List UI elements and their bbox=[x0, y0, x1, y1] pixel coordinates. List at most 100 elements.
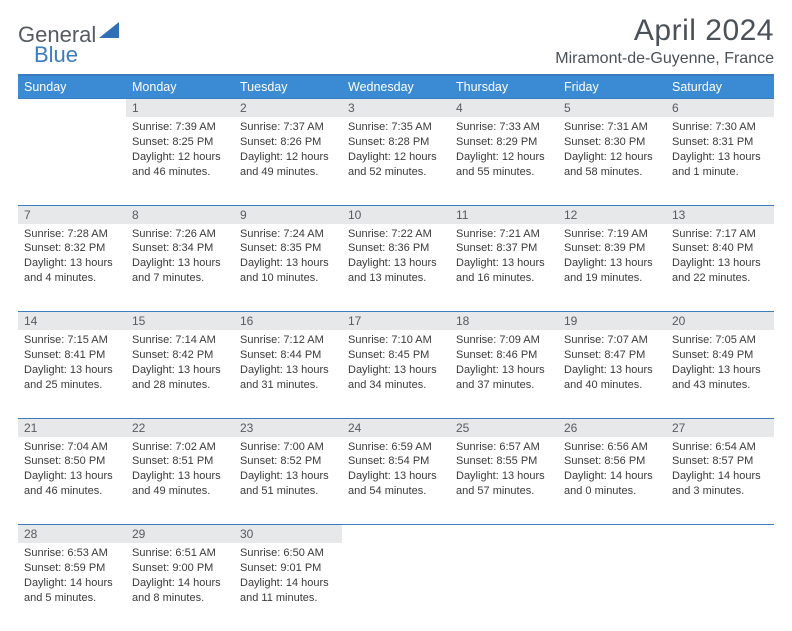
day-content-cell: Sunrise: 6:56 AMSunset: 8:56 PMDaylight:… bbox=[558, 437, 666, 525]
day-content-cell: Sunrise: 6:59 AMSunset: 8:54 PMDaylight:… bbox=[342, 437, 450, 525]
sunset-text: Sunset: 8:36 PM bbox=[348, 241, 444, 256]
daylight-text: Daylight: 13 hours and 4 minutes. bbox=[24, 256, 120, 286]
daylight-text: Daylight: 14 hours and 11 minutes. bbox=[240, 576, 336, 606]
day-content-cell: Sunrise: 7:00 AMSunset: 8:52 PMDaylight:… bbox=[234, 437, 342, 525]
sunrise-text: Sunrise: 7:24 AM bbox=[240, 227, 336, 242]
day-content-cell: Sunrise: 7:04 AMSunset: 8:50 PMDaylight:… bbox=[18, 437, 126, 525]
day-content-cell: Sunrise: 7:05 AMSunset: 8:49 PMDaylight:… bbox=[666, 330, 774, 418]
day-number-cell: 11 bbox=[450, 205, 558, 224]
sunrise-text: Sunrise: 7:26 AM bbox=[132, 227, 228, 242]
daylight-text: Daylight: 13 hours and 10 minutes. bbox=[240, 256, 336, 286]
weekday-header: Wednesday bbox=[342, 75, 450, 99]
sunset-text: Sunset: 9:00 PM bbox=[132, 561, 228, 576]
sunrise-text: Sunrise: 7:37 AM bbox=[240, 120, 336, 135]
daylight-text: Daylight: 13 hours and 34 minutes. bbox=[348, 363, 444, 393]
day-content-cell: Sunrise: 7:30 AMSunset: 8:31 PMDaylight:… bbox=[666, 117, 774, 205]
sunset-text: Sunset: 8:42 PM bbox=[132, 348, 228, 363]
sunrise-text: Sunrise: 7:39 AM bbox=[132, 120, 228, 135]
daylight-text: Daylight: 13 hours and 49 minutes. bbox=[132, 469, 228, 499]
sunset-text: Sunset: 8:51 PM bbox=[132, 454, 228, 469]
sunrise-text: Sunrise: 7:30 AM bbox=[672, 120, 768, 135]
day-number-cell: 14 bbox=[18, 312, 126, 331]
sunset-text: Sunset: 8:45 PM bbox=[348, 348, 444, 363]
day-number-cell: 15 bbox=[126, 312, 234, 331]
daylight-text: Daylight: 13 hours and 13 minutes. bbox=[348, 256, 444, 286]
sunset-text: Sunset: 8:40 PM bbox=[672, 241, 768, 256]
sunrise-text: Sunrise: 7:09 AM bbox=[456, 333, 552, 348]
day-content-cell: Sunrise: 7:15 AMSunset: 8:41 PMDaylight:… bbox=[18, 330, 126, 418]
day-content-cell bbox=[558, 543, 666, 631]
sunset-text: Sunset: 8:54 PM bbox=[348, 454, 444, 469]
day-number-cell bbox=[666, 525, 774, 544]
sunrise-text: Sunrise: 7:19 AM bbox=[564, 227, 660, 242]
sunset-text: Sunset: 8:30 PM bbox=[564, 135, 660, 150]
sunrise-text: Sunrise: 7:31 AM bbox=[564, 120, 660, 135]
day-content-cell: Sunrise: 6:53 AMSunset: 8:59 PMDaylight:… bbox=[18, 543, 126, 631]
daylight-text: Daylight: 13 hours and 31 minutes. bbox=[240, 363, 336, 393]
day-number-cell bbox=[558, 525, 666, 544]
day-number-row: 14151617181920 bbox=[18, 312, 774, 331]
daylight-text: Daylight: 12 hours and 55 minutes. bbox=[456, 150, 552, 180]
sunset-text: Sunset: 8:57 PM bbox=[672, 454, 768, 469]
sunrise-text: Sunrise: 6:57 AM bbox=[456, 440, 552, 455]
day-number-cell: 26 bbox=[558, 418, 666, 437]
day-number-cell: 7 bbox=[18, 205, 126, 224]
sunset-text: Sunset: 8:59 PM bbox=[24, 561, 120, 576]
day-number-cell bbox=[450, 525, 558, 544]
sunset-text: Sunset: 8:35 PM bbox=[240, 241, 336, 256]
day-content-cell: Sunrise: 7:24 AMSunset: 8:35 PMDaylight:… bbox=[234, 224, 342, 312]
day-number-cell: 4 bbox=[450, 99, 558, 118]
sunrise-text: Sunrise: 7:05 AM bbox=[672, 333, 768, 348]
day-content-cell: Sunrise: 7:26 AMSunset: 8:34 PMDaylight:… bbox=[126, 224, 234, 312]
day-number-cell: 5 bbox=[558, 99, 666, 118]
day-content-cell: Sunrise: 7:17 AMSunset: 8:40 PMDaylight:… bbox=[666, 224, 774, 312]
daylight-text: Daylight: 12 hours and 49 minutes. bbox=[240, 150, 336, 180]
daylight-text: Daylight: 13 hours and 28 minutes. bbox=[132, 363, 228, 393]
daylight-text: Daylight: 13 hours and 37 minutes. bbox=[456, 363, 552, 393]
sunrise-text: Sunrise: 7:33 AM bbox=[456, 120, 552, 135]
day-number-cell: 29 bbox=[126, 525, 234, 544]
day-number-cell: 3 bbox=[342, 99, 450, 118]
day-content-cell bbox=[450, 543, 558, 631]
day-number-cell bbox=[342, 525, 450, 544]
page-header: General April 2024 Miramont-de-Guyenne, … bbox=[18, 14, 774, 68]
day-number-cell: 22 bbox=[126, 418, 234, 437]
sunrise-text: Sunrise: 6:50 AM bbox=[240, 546, 336, 561]
weekday-header-row: Sunday Monday Tuesday Wednesday Thursday… bbox=[18, 75, 774, 99]
day-number-cell: 12 bbox=[558, 205, 666, 224]
sunrise-text: Sunrise: 7:21 AM bbox=[456, 227, 552, 242]
sunrise-text: Sunrise: 7:12 AM bbox=[240, 333, 336, 348]
calendar-page: General April 2024 Miramont-de-Guyenne, … bbox=[0, 0, 792, 631]
sunrise-text: Sunrise: 7:04 AM bbox=[24, 440, 120, 455]
day-number-cell: 28 bbox=[18, 525, 126, 544]
day-content-cell: Sunrise: 7:35 AMSunset: 8:28 PMDaylight:… bbox=[342, 117, 450, 205]
day-content-row: Sunrise: 7:39 AMSunset: 8:25 PMDaylight:… bbox=[18, 117, 774, 205]
day-content-row: Sunrise: 6:53 AMSunset: 8:59 PMDaylight:… bbox=[18, 543, 774, 631]
day-content-cell: Sunrise: 7:31 AMSunset: 8:30 PMDaylight:… bbox=[558, 117, 666, 205]
sunrise-text: Sunrise: 7:22 AM bbox=[348, 227, 444, 242]
daylight-text: Daylight: 13 hours and 1 minute. bbox=[672, 150, 768, 180]
sunrise-text: Sunrise: 7:10 AM bbox=[348, 333, 444, 348]
month-title: April 2024 bbox=[555, 14, 774, 48]
brand-part2-wrap: Blue bbox=[34, 42, 78, 68]
day-content-cell: Sunrise: 6:51 AMSunset: 9:00 PMDaylight:… bbox=[126, 543, 234, 631]
sunrise-text: Sunrise: 7:00 AM bbox=[240, 440, 336, 455]
daylight-text: Daylight: 14 hours and 8 minutes. bbox=[132, 576, 228, 606]
day-content-cell: Sunrise: 7:14 AMSunset: 8:42 PMDaylight:… bbox=[126, 330, 234, 418]
day-content-cell: Sunrise: 7:12 AMSunset: 8:44 PMDaylight:… bbox=[234, 330, 342, 418]
day-content-cell: Sunrise: 7:21 AMSunset: 8:37 PMDaylight:… bbox=[450, 224, 558, 312]
day-number-cell: 27 bbox=[666, 418, 774, 437]
day-content-cell bbox=[666, 543, 774, 631]
sunset-text: Sunset: 8:44 PM bbox=[240, 348, 336, 363]
daylight-text: Daylight: 13 hours and 46 minutes. bbox=[24, 469, 120, 499]
weekday-header: Saturday bbox=[666, 75, 774, 99]
sunrise-text: Sunrise: 6:59 AM bbox=[348, 440, 444, 455]
daylight-text: Daylight: 12 hours and 52 minutes. bbox=[348, 150, 444, 180]
title-block: April 2024 Miramont-de-Guyenne, France bbox=[555, 14, 774, 68]
day-number-cell: 18 bbox=[450, 312, 558, 331]
sunset-text: Sunset: 8:47 PM bbox=[564, 348, 660, 363]
day-content-row: Sunrise: 7:28 AMSunset: 8:32 PMDaylight:… bbox=[18, 224, 774, 312]
day-content-cell: Sunrise: 6:50 AMSunset: 9:01 PMDaylight:… bbox=[234, 543, 342, 631]
daylight-text: Daylight: 14 hours and 0 minutes. bbox=[564, 469, 660, 499]
weekday-header: Friday bbox=[558, 75, 666, 99]
